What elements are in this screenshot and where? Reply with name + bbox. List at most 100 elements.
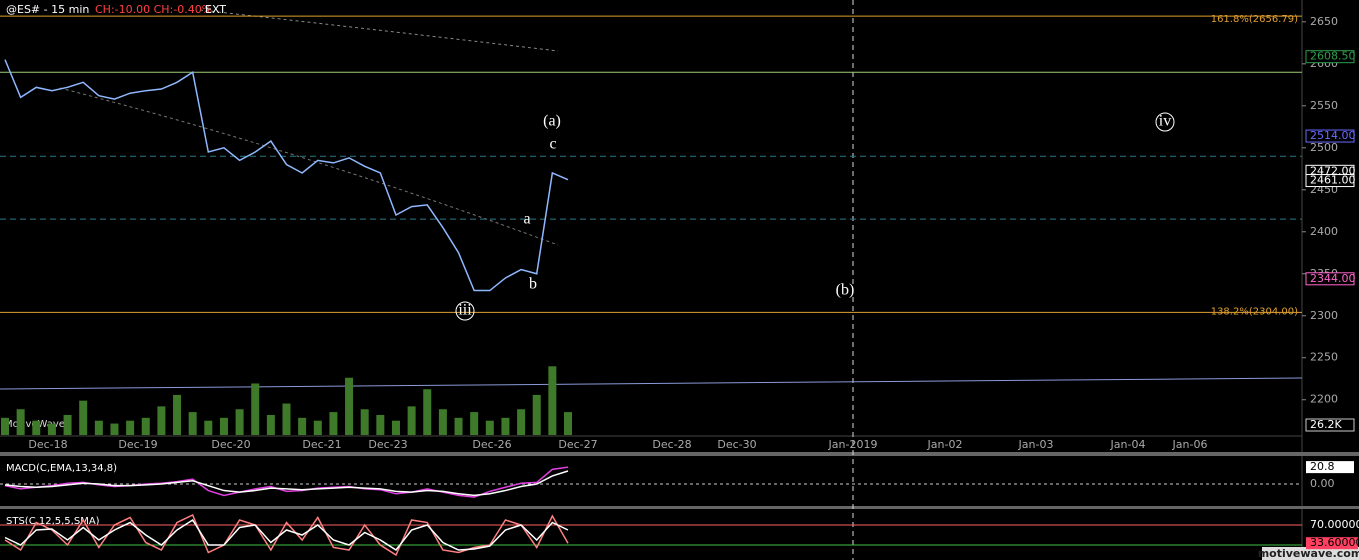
wave-label: iv (1159, 113, 1171, 130)
wave-label: (b) (836, 282, 855, 299)
volume-bar (141, 417, 150, 435)
wave-label: iii (458, 302, 472, 319)
change-label: CH:-10.00 CH:-0.40% (95, 3, 212, 16)
series-line (4, 59, 569, 292)
x-tick-label: Jan-03 (1018, 438, 1054, 451)
volume-bar (204, 420, 213, 435)
volume-bar (423, 389, 432, 435)
y-tick-label: 2200 (1310, 393, 1338, 406)
volume-bar (235, 409, 244, 435)
panel-title: MACD(C,EMA,13,34,8) (6, 463, 117, 474)
price-label: 2461.00 (1310, 174, 1356, 187)
series-line (4, 513, 569, 557)
price-label: 2608.50 (1310, 50, 1356, 63)
moving-average (59, 87, 559, 246)
x-tick-label: Dec-19 (118, 438, 157, 451)
level-label: 138.2%(2304.00) (1211, 306, 1298, 317)
trend-line (0, 377, 1303, 390)
volume-bar (454, 417, 463, 435)
volume-bar (251, 383, 260, 435)
value-badge (1306, 461, 1354, 474)
volume-bar (501, 417, 510, 435)
volume-bar (485, 420, 494, 435)
x-tick-label: Dec-23 (368, 438, 407, 451)
wave-label: b (529, 276, 537, 293)
volume-bar (94, 420, 103, 435)
x-tick-label: Jan-06 (1172, 438, 1208, 451)
moving-average (199, 9, 559, 52)
value-label: 20.8 (1310, 460, 1335, 473)
volume-bar (266, 414, 275, 435)
y-tick-label: 2500 (1310, 141, 1338, 154)
volume-bar (32, 420, 41, 435)
price-badge (1305, 272, 1355, 286)
x-tick-label: Dec-20 (211, 438, 250, 451)
wave-circle (455, 301, 475, 321)
chart-title: @ES# - 15 min (6, 3, 89, 16)
volume-bar (407, 406, 416, 435)
volume-bar (391, 420, 400, 435)
series-line (4, 466, 569, 498)
y-tick-label: 2550 (1310, 99, 1338, 112)
volume-bar (1, 417, 9, 435)
y-tick-label: 2250 (1310, 351, 1338, 364)
volume-bar (63, 414, 72, 435)
volume-bar (313, 420, 322, 435)
price-badge (1305, 129, 1355, 143)
volume-bar (110, 423, 119, 435)
wave-label: c (549, 136, 556, 153)
wave-label: (a) (543, 113, 561, 130)
volume-bar (173, 394, 182, 435)
y-tick-label: 70.00000 (1310, 518, 1359, 531)
session-label: EXT (205, 3, 226, 16)
volume-bar (188, 412, 197, 435)
x-tick-label: Jan-02 (927, 438, 963, 451)
volume-bar (16, 409, 25, 435)
volume-bar (438, 409, 447, 435)
price-badge (1305, 50, 1355, 64)
x-tick-label: Dec-18 (28, 438, 67, 451)
volume-bar (126, 420, 135, 435)
volume-bar (329, 412, 338, 435)
volume-bar (157, 406, 166, 435)
y-tick-label: 2400 (1310, 225, 1338, 238)
volume-bar (532, 394, 541, 435)
volume-bar (298, 417, 307, 435)
x-tick-label: Dec-27 (558, 438, 597, 451)
series-line (4, 518, 569, 551)
price-label: 2344.00 (1310, 272, 1356, 285)
volume-bar (564, 412, 572, 435)
volume-bar (79, 400, 88, 435)
volume-bar (548, 366, 557, 435)
value-label: 33.60000 (1310, 536, 1359, 549)
wave-circle (1155, 112, 1175, 132)
volume-bar (360, 409, 369, 435)
panel-divider (0, 506, 1359, 509)
x-tick-label: Jan-2019 (828, 438, 878, 451)
value-badge (1306, 537, 1358, 550)
y-tick-label: 2300 (1310, 309, 1338, 322)
volume-bar (470, 412, 479, 435)
price-label: 2514.00 (1310, 129, 1356, 142)
x-tick-label: Dec-28 (652, 438, 691, 451)
x-tick-label: Dec-30 (717, 438, 756, 451)
y-tick-label: 2650 (1310, 15, 1338, 28)
volume-bar (517, 409, 526, 435)
volume-bar (47, 423, 56, 435)
x-tick-label: Dec-21 (302, 438, 341, 451)
y-tick-label: 0.00 (1310, 477, 1335, 490)
price-badge (1305, 174, 1355, 188)
site-badge (1262, 547, 1359, 560)
series-line (4, 470, 569, 497)
volume-bar (282, 403, 291, 435)
x-tick-label: Dec-26 (472, 438, 511, 451)
x-tick-label: Jan-04 (1110, 438, 1146, 451)
volume-bar (219, 417, 228, 435)
panel-divider (0, 452, 1359, 456)
site-label: motivewave.com (1258, 547, 1359, 560)
volume-label: 26.2K (1310, 418, 1342, 431)
wave-label: a (523, 211, 530, 228)
panel-title: STS(C,12,5,5,SMA) (6, 516, 100, 527)
